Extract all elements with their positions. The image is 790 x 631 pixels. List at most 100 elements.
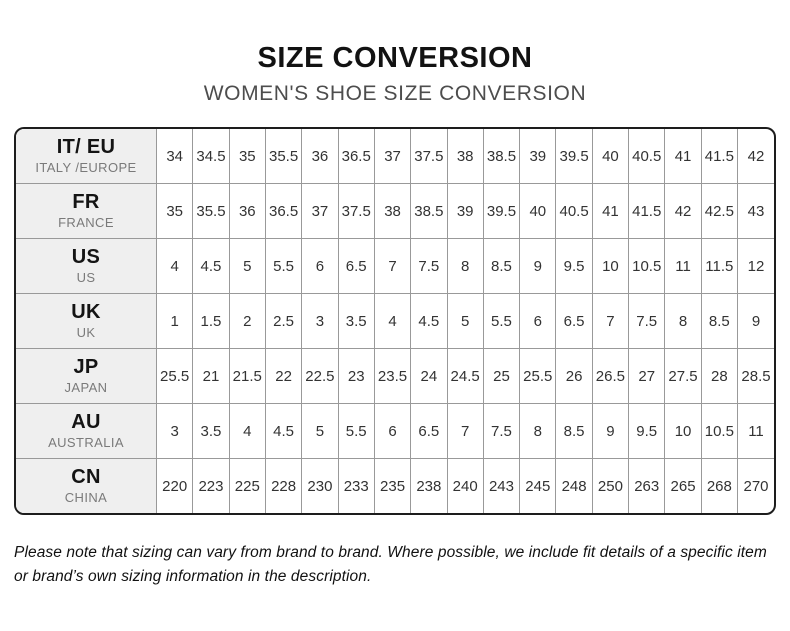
size-value-cell: 24.5 xyxy=(446,348,484,404)
region-label-cell: JP JAPAN xyxy=(16,348,157,404)
size-value-cell: 5.5 xyxy=(482,293,521,349)
region-name: AUSTRALIA xyxy=(48,435,124,451)
region-name: FRANCE xyxy=(58,215,114,231)
size-value-cell: 11 xyxy=(664,238,702,294)
size-value-cell: 36 xyxy=(301,129,339,184)
region-label-cell: FR FRANCE xyxy=(16,183,157,239)
size-value-cell: 5 xyxy=(301,403,339,459)
size-value-cell: 270 xyxy=(737,458,774,513)
size-value-cell: 39 xyxy=(519,129,557,184)
size-value-cell: 42 xyxy=(664,183,702,239)
region-code: CN xyxy=(71,466,101,489)
size-value-cell: 5.5 xyxy=(264,238,303,294)
region-label-cell: US US xyxy=(16,238,157,294)
size-value-cell: 8.5 xyxy=(700,293,739,349)
sizing-disclaimer-note: Please note that sizing can vary from br… xyxy=(14,544,767,586)
size-value-cell: 268 xyxy=(700,458,739,513)
size-value-cell: 265 xyxy=(664,458,702,513)
table-row: FR FRANCE 35 35.5 36 36.5 37 37.5 38 38.5 39 39.5 40… xyxy=(16,183,774,239)
size-value-cell: 4 xyxy=(155,238,194,294)
size-value-cell: 3.5 xyxy=(337,293,375,349)
size-value-cell: 4.5 xyxy=(264,403,303,459)
size-value-cell: 39 xyxy=(446,183,484,239)
size-value-cell: 37 xyxy=(301,183,339,239)
region-code: AU xyxy=(71,411,101,434)
size-value-cell: 7 xyxy=(591,293,630,349)
size-value-cell: 250 xyxy=(591,458,630,513)
size-value-cell: 12 xyxy=(737,238,774,294)
size-value-cell: 21.5 xyxy=(228,348,266,404)
size-value-cell: 238 xyxy=(410,458,448,513)
size-value-cell: 34.5 xyxy=(192,129,230,184)
size-value-cell: 38 xyxy=(446,129,484,184)
size-value-cell: 10.5 xyxy=(700,403,739,459)
region-code: JP xyxy=(73,356,99,379)
size-value-cell: 35.5 xyxy=(192,183,230,239)
size-value-cell: 4.5 xyxy=(192,238,230,294)
size-value-cell: 7 xyxy=(446,403,484,459)
table-row: IT/ EU ITALY /EUROPE 34 34.5 35 35.5 36 36.5 37 3… xyxy=(16,129,774,184)
size-value-cell: 9.5 xyxy=(555,238,593,294)
size-value-cell: 9 xyxy=(519,238,557,294)
region-label-cell: IT/ EU ITALY /EUROPE xyxy=(16,129,157,184)
size-value-cell: 11 xyxy=(737,403,774,459)
size-conversion-table-frame: IT/ EU ITALY /EUROPE 34 34.5 35 35.5 36 36.5 37 3… xyxy=(14,127,776,515)
size-value-cell: 2 xyxy=(228,293,266,349)
region-code: US xyxy=(71,246,101,269)
size-value-cell: 9 xyxy=(591,403,630,459)
size-value-cell: 9 xyxy=(737,293,774,349)
size-value-cell: 6.5 xyxy=(555,293,593,349)
size-value-cell: 248 xyxy=(555,458,593,513)
size-value-cell: 37.5 xyxy=(410,129,448,184)
size-value-cell: 26 xyxy=(555,348,593,404)
size-value-cell: 24 xyxy=(410,348,448,404)
size-value-cell: 5 xyxy=(228,238,266,294)
size-value-cell: 7.5 xyxy=(482,403,521,459)
page-title: SIZE CONVERSION xyxy=(257,42,533,74)
size-value-cell: 9.5 xyxy=(628,403,666,459)
size-value-cell: 40.5 xyxy=(628,129,666,184)
region-name: CHINA xyxy=(64,490,108,506)
size-value-cell: 10 xyxy=(664,403,702,459)
size-value-cell: 235 xyxy=(373,458,412,513)
size-value-cell: 41 xyxy=(591,183,630,239)
size-value-cell: 38.5 xyxy=(410,183,448,239)
table-row: US US 4 4.5 5 5.5 6 6.5 7 7.5 8 8.5 9 9.5 10 10.5 11 11.5… xyxy=(16,238,774,294)
size-value-cell: 25.5 xyxy=(519,348,557,404)
size-value-cell: 42.5 xyxy=(700,183,739,239)
region-code: FR xyxy=(72,191,100,214)
size-value-cell: 3 xyxy=(155,403,194,459)
region-name: US xyxy=(76,270,96,286)
size-value-cell: 38.5 xyxy=(482,129,521,184)
size-value-cell: 7.5 xyxy=(628,293,666,349)
size-conversion-table: IT/ EU ITALY /EUROPE 34 34.5 35 35.5 36 36.5 37 3… xyxy=(16,129,774,513)
size-value-cell: 27.5 xyxy=(664,348,702,404)
size-value-cell: 25 xyxy=(482,348,521,404)
size-value-cell: 10 xyxy=(591,238,630,294)
size-value-cell: 4.5 xyxy=(410,293,448,349)
size-value-cell: 11.5 xyxy=(700,238,739,294)
size-value-cell: 220 xyxy=(155,458,194,513)
table-row: JP JAPAN 25.5 21 21.5 22 22.5 23 23.5 24 24.5 25 25.… xyxy=(16,348,774,404)
size-value-cell: 35.5 xyxy=(264,129,303,184)
size-value-cell: 8 xyxy=(446,238,484,294)
size-value-cell: 41.5 xyxy=(700,129,739,184)
size-value-cell: 240 xyxy=(446,458,484,513)
size-value-cell: 35 xyxy=(155,183,194,239)
size-value-cell: 36 xyxy=(228,183,266,239)
size-value-cell: 37 xyxy=(373,129,412,184)
size-value-cell: 43 xyxy=(737,183,774,239)
size-value-cell: 228 xyxy=(264,458,303,513)
size-value-cell: 38 xyxy=(373,183,412,239)
size-value-cell: 5 xyxy=(446,293,484,349)
size-value-cell: 8 xyxy=(519,403,557,459)
region-label-cell: UK UK xyxy=(16,293,157,349)
size-value-cell: 6.5 xyxy=(410,403,448,459)
size-value-cell: 243 xyxy=(482,458,521,513)
size-value-cell: 1 xyxy=(155,293,194,349)
size-value-cell: 3 xyxy=(301,293,339,349)
size-value-cell: 6 xyxy=(301,238,339,294)
region-label-cell: AU AUSTRALIA xyxy=(16,403,157,459)
size-value-cell: 263 xyxy=(628,458,666,513)
size-conversion-page: SIZE CONVERSION WOMEN'S SHOE SIZE CONVER… xyxy=(14,42,776,586)
